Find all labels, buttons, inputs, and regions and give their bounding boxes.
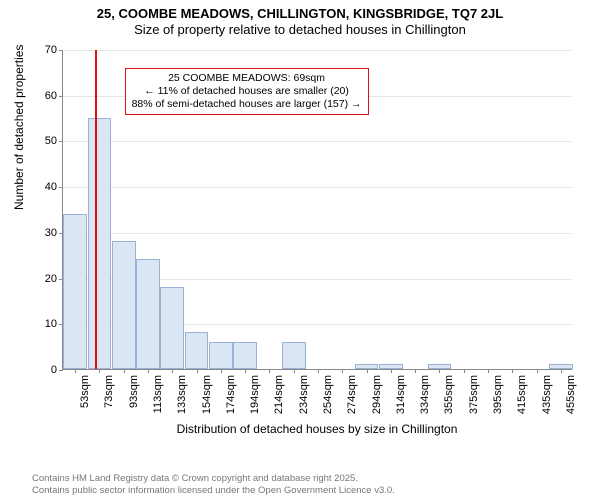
xtick-mark	[172, 369, 173, 373]
xtick-label: 415sqm	[516, 375, 528, 414]
ref-box-line2: ← 11% of detached houses are smaller (20…	[132, 85, 362, 98]
xtick-mark	[488, 369, 489, 373]
histogram-bar	[185, 332, 209, 369]
xtick-mark	[124, 369, 125, 373]
xtick-label: 234sqm	[298, 375, 310, 414]
xtick-label: 274sqm	[346, 375, 358, 414]
xtick-mark	[342, 369, 343, 373]
xtick-label: 154sqm	[201, 375, 213, 414]
xtick-mark	[439, 369, 440, 373]
histogram-bar	[112, 241, 136, 369]
xtick-mark	[391, 369, 392, 373]
gridline	[63, 187, 572, 188]
y-axis-label: Number of detached properties	[12, 45, 26, 210]
xtick-mark	[221, 369, 222, 373]
xtick-label: 435sqm	[541, 375, 553, 414]
footer-line2: Contains public sector information licen…	[32, 485, 590, 496]
xtick-label: 334sqm	[419, 375, 431, 414]
gridline	[63, 141, 572, 142]
reference-line	[95, 50, 97, 369]
xtick-label: 455sqm	[565, 375, 577, 414]
chart-title-block: 25, COOMBE MEADOWS, CHILLINGTON, KINGSBR…	[0, 0, 600, 39]
footer-attribution: Contains HM Land Registry data © Crown c…	[32, 473, 590, 496]
xtick-mark	[512, 369, 513, 373]
xtick-mark	[245, 369, 246, 373]
xtick-label: 355sqm	[443, 375, 455, 414]
xtick-label: 194sqm	[249, 375, 261, 414]
x-axis-label: Distribution of detached houses by size …	[62, 422, 572, 436]
xtick-mark	[464, 369, 465, 373]
xtick-mark	[197, 369, 198, 373]
xtick-label: 73sqm	[103, 375, 115, 408]
xtick-label: 254sqm	[322, 375, 334, 414]
footer-line1: Contains HM Land Registry data © Crown c…	[32, 473, 590, 484]
ytick-label: 0	[51, 364, 63, 376]
xtick-label: 53sqm	[79, 375, 91, 408]
reference-annotation-box: 25 COOMBE MEADOWS: 69sqm← 11% of detache…	[125, 68, 369, 115]
histogram-bar	[209, 342, 233, 369]
chart-container: Number of detached properties 0102030405…	[0, 42, 600, 452]
xtick-mark	[561, 369, 562, 373]
xtick-mark	[294, 369, 295, 373]
chart-title-line1: 25, COOMBE MEADOWS, CHILLINGTON, KINGSBR…	[0, 6, 600, 22]
ytick-label: 70	[45, 44, 63, 56]
xtick-label: 294sqm	[371, 375, 383, 414]
xtick-label: 113sqm	[152, 375, 164, 413]
plot-area: 01020304050607053sqm73sqm93sqm113sqm133s…	[62, 50, 572, 370]
ref-box-line1: 25 COOMBE MEADOWS: 69sqm	[132, 72, 362, 85]
histogram-bar	[282, 342, 306, 369]
histogram-bar	[63, 214, 87, 369]
chart-title-line2: Size of property relative to detached ho…	[0, 22, 600, 38]
xtick-mark	[269, 369, 270, 373]
histogram-bar	[136, 259, 160, 369]
ytick-label: 60	[45, 90, 63, 102]
xtick-label: 93sqm	[128, 375, 140, 408]
gridline	[63, 233, 572, 234]
xtick-label: 133sqm	[176, 375, 188, 414]
histogram-bar	[88, 118, 112, 369]
ytick-label: 20	[45, 273, 63, 285]
ytick-label: 50	[45, 135, 63, 147]
xtick-label: 395sqm	[492, 375, 504, 414]
xtick-mark	[415, 369, 416, 373]
xtick-mark	[367, 369, 368, 373]
ytick-label: 40	[45, 181, 63, 193]
xtick-mark	[99, 369, 100, 373]
histogram-bar	[160, 287, 184, 369]
xtick-mark	[148, 369, 149, 373]
xtick-mark	[537, 369, 538, 373]
xtick-label: 214sqm	[273, 375, 285, 414]
xtick-label: 375sqm	[468, 375, 480, 414]
ytick-label: 30	[45, 227, 63, 239]
ref-box-line3: 88% of semi-detached houses are larger (…	[132, 98, 362, 111]
xtick-mark	[318, 369, 319, 373]
xtick-mark	[75, 369, 76, 373]
ytick-label: 10	[45, 318, 63, 330]
gridline	[63, 50, 572, 51]
xtick-label: 314sqm	[395, 375, 407, 414]
xtick-label: 174sqm	[225, 375, 237, 414]
histogram-bar	[233, 342, 257, 369]
